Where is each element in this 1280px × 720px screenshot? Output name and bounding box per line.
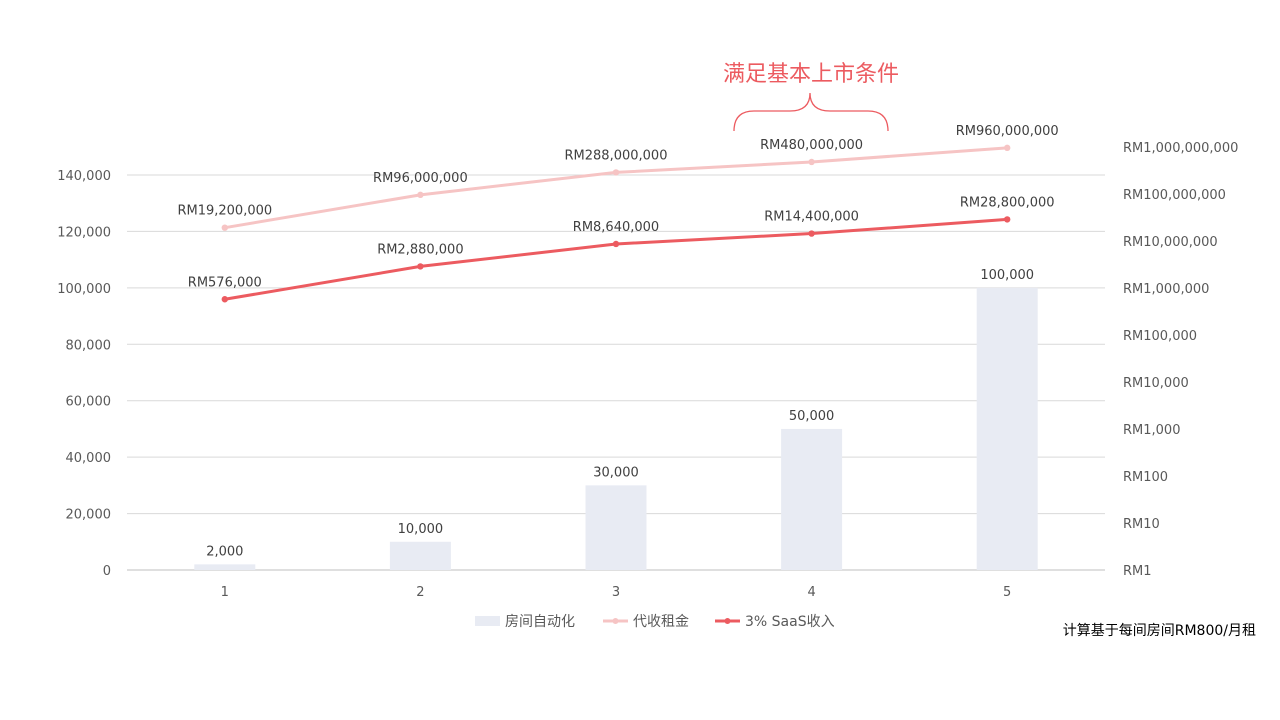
line-data-label: RM19,200,000 — [177, 204, 272, 219]
series-point — [612, 240, 620, 248]
line-data-label: RM28,800,000 — [960, 195, 1055, 210]
line-data-label: RM2,880,000 — [377, 242, 463, 257]
series-point — [221, 296, 228, 303]
y-right-tick-label: RM1,000 — [1123, 423, 1180, 438]
legend-label: 3% SaaS收入 — [745, 614, 835, 630]
series-point — [417, 263, 424, 270]
footnote: 计算基于每间房间RM800/月租 — [1062, 623, 1256, 639]
y-left-tick-label: 80,000 — [66, 338, 112, 353]
legend-swatch — [475, 616, 500, 626]
x-tick-label: 1 — [221, 585, 229, 600]
bar — [389, 541, 451, 570]
y-left-tick-label: 20,000 — [66, 508, 112, 523]
legend-marker — [724, 618, 731, 624]
bar-data-label: 30,000 — [593, 465, 639, 480]
line-data-label: RM480,000,000 — [760, 138, 863, 153]
bar — [194, 564, 256, 570]
y-right-tick-label: RM1 — [1123, 564, 1152, 579]
legend-marker — [612, 618, 619, 624]
annotation-text: 满足基本上市条件 — [723, 62, 899, 87]
x-tick-label: 2 — [416, 585, 424, 600]
x-tick-label: 3 — [612, 585, 620, 600]
y-left-tick-label: 120,000 — [57, 225, 111, 240]
bar-data-label: 2,000 — [206, 544, 243, 559]
y-left-tick-label: 0 — [103, 564, 111, 579]
bar — [585, 485, 647, 570]
y-left-tick-label: 140,000 — [57, 169, 111, 184]
series-point — [417, 191, 424, 199]
line-data-label: RM288,000,000 — [565, 148, 668, 163]
series-point — [808, 230, 815, 237]
series-point — [1004, 144, 1011, 152]
y-right-tick-label: RM1,000,000 — [1123, 282, 1209, 297]
y-left-tick-label: 100,000 — [57, 282, 111, 297]
y-right-tick-label: RM10 — [1123, 517, 1160, 532]
bar-data-label: 100,000 — [980, 268, 1034, 283]
bar — [781, 428, 843, 570]
y-right-tick-label: RM10,000 — [1123, 376, 1189, 391]
y-left-tick-label: 40,000 — [66, 451, 112, 466]
legend-label: 代收租金 — [633, 614, 689, 630]
line-data-label: RM960,000,000 — [956, 124, 1059, 139]
bar-data-label: 10,000 — [398, 522, 444, 537]
line-data-label: RM96,000,000 — [373, 171, 468, 186]
bar — [976, 287, 1038, 570]
line-data-label: RM576,000 — [188, 275, 262, 290]
series-point — [808, 158, 815, 166]
x-tick-label: 5 — [1003, 585, 1011, 600]
annotation-brace — [733, 92, 889, 132]
y-right-tick-label: RM10,000,000 — [1123, 235, 1218, 250]
y-left-tick-label: 60,000 — [66, 395, 112, 410]
series-point — [612, 169, 620, 176]
line-data-label: RM14,400,000 — [764, 210, 859, 225]
series-point — [221, 224, 228, 231]
y-right-tick-label: RM100,000,000 — [1123, 188, 1226, 203]
legend-label: 房间自动化 — [505, 614, 575, 630]
y-right-tick-label: RM100,000 — [1123, 329, 1197, 344]
x-tick-label: 4 — [807, 585, 815, 600]
y-right-tick-label: RM1,000,000,000 — [1123, 141, 1238, 156]
y-right-tick-label: RM100 — [1123, 470, 1168, 485]
line-data-label: RM8,640,000 — [573, 220, 659, 235]
bar-data-label: 50,000 — [789, 409, 835, 424]
series-point — [1004, 216, 1011, 223]
